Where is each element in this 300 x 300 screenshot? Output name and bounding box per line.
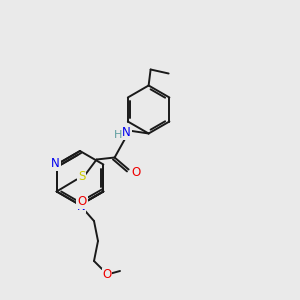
Text: O: O	[78, 195, 87, 208]
Text: O: O	[102, 268, 112, 281]
Text: O: O	[131, 166, 140, 179]
Text: N: N	[122, 126, 131, 139]
Text: H: H	[113, 130, 122, 140]
Text: S: S	[78, 170, 85, 183]
Text: N: N	[51, 157, 60, 170]
Text: N: N	[76, 200, 85, 212]
